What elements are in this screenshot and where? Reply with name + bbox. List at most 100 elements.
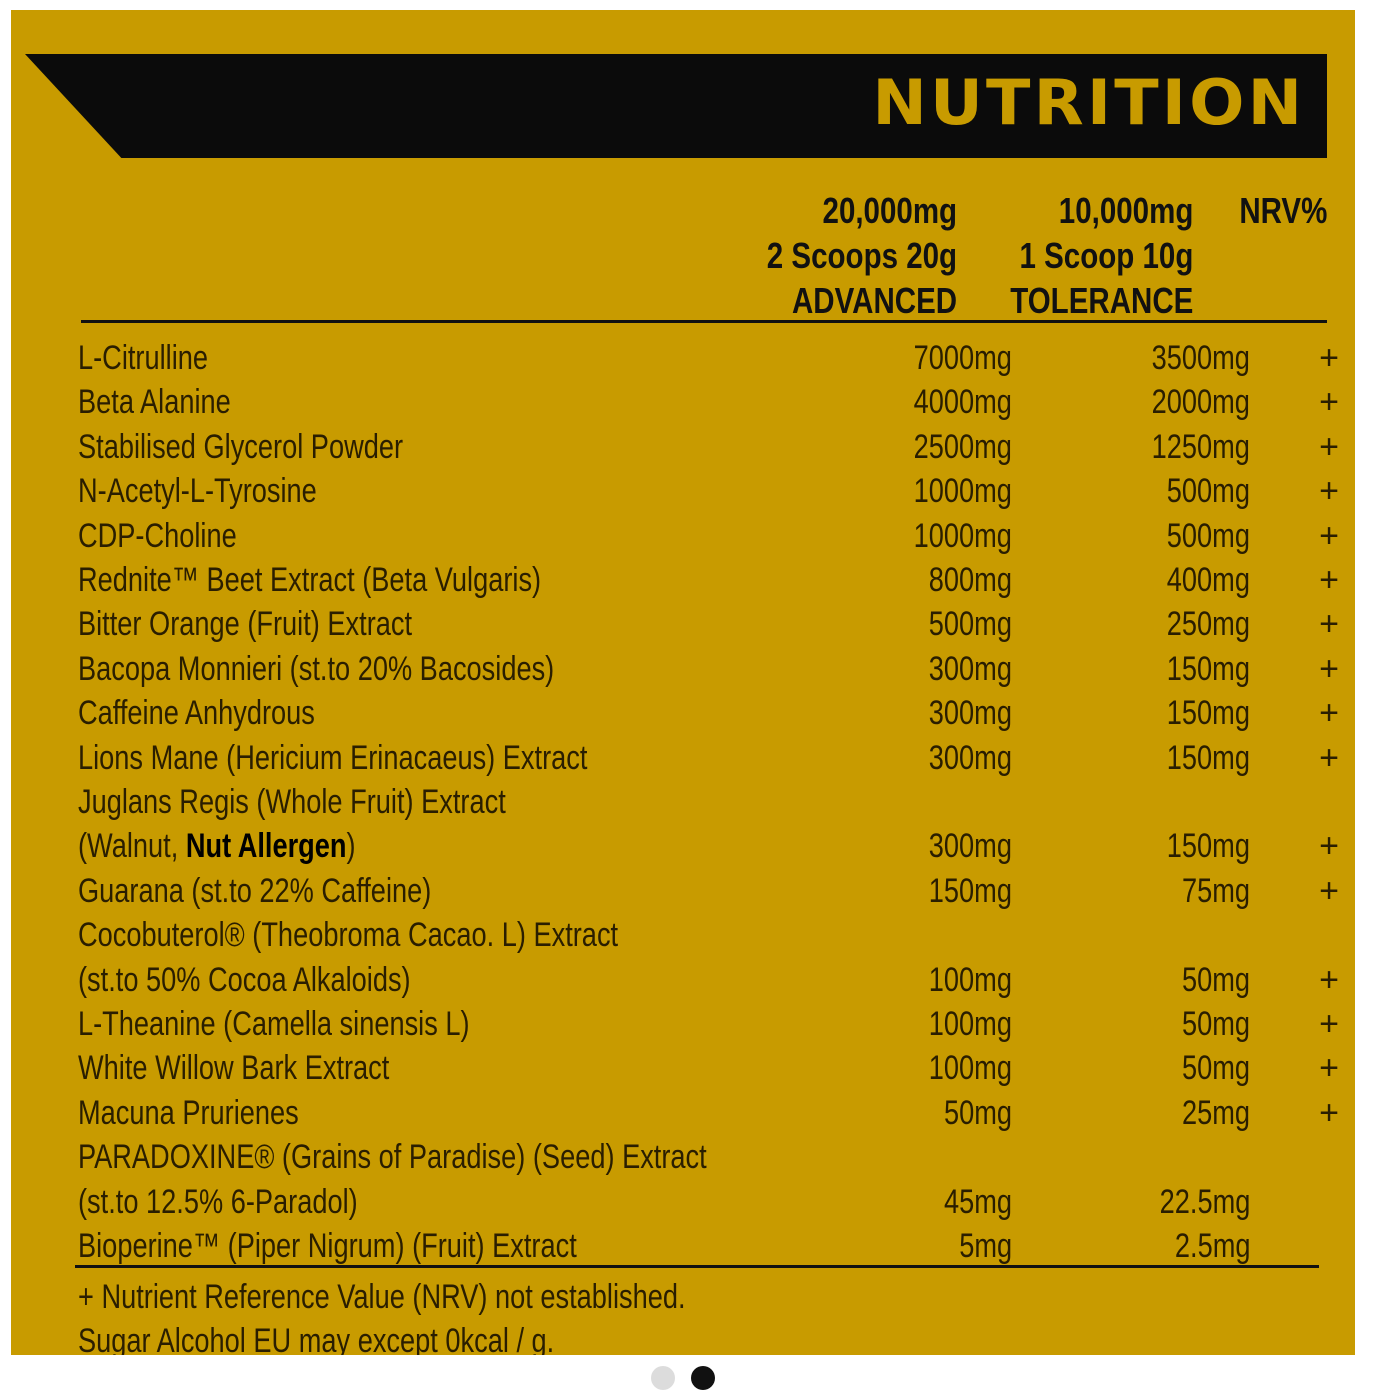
tolerance-amount: 150mg	[1166, 694, 1250, 733]
nrv-value: +	[1319, 871, 1339, 910]
table-row: Bacopa Monnieri (st.to 20% Bacosides) 300…	[78, 647, 1339, 691]
tolerance-amount: 3500mg	[1151, 338, 1250, 377]
advanced-amount: 300mg	[928, 649, 1012, 688]
nrv-value: +	[1319, 516, 1339, 555]
tolerance-amount: 22.5mg	[1159, 1182, 1250, 1221]
ingredient-name: White Willow Bark Extract	[78, 1049, 390, 1088]
tolerance-amount: 250mg	[1166, 605, 1250, 644]
table-row: Bioperine™ (Piper Nigrum) (Fruit) Extrac…	[78, 1224, 1338, 1268]
table-row: Lions Mane (Hericium Erinacaeus) Extract…	[78, 736, 1339, 780]
tolerance-amount: 150mg	[1166, 827, 1250, 866]
nrv-value: +	[1319, 827, 1339, 866]
ingredient-name: Bitter Orange (Fruit) Extract	[78, 605, 413, 644]
ingredient-name: Bacopa Monnieri (st.to 20% Bacosides)	[78, 649, 555, 688]
tolerance-amount: 2.5mg	[1174, 1226, 1250, 1265]
table-row: L-Citrulline 7000mg 3500mg +	[78, 336, 1339, 380]
nrv-value: +	[1319, 338, 1339, 377]
advanced-amount: 7000mg	[913, 338, 1012, 377]
nrv-value: +	[1319, 694, 1339, 733]
ingredient-name: Juglans Regis (Whole Fruit) Extract (Waln…	[78, 783, 506, 866]
tolerance-amount: 400mg	[1166, 560, 1250, 599]
advanced-amount: 800mg	[928, 560, 1012, 599]
advanced-amount: 100mg	[928, 960, 1012, 999]
advanced-amount: 50mg	[943, 1093, 1012, 1132]
advanced-amount: 1000mg	[913, 516, 1012, 555]
ingredient-name: Cocobuterol® (Theobroma Cacao. L) Extrac…	[78, 916, 619, 999]
table-row: N-Acetyl-L-Tyrosine 1000mg 500mg +	[78, 469, 1339, 513]
ingredient-name: Bioperine™ (Piper Nigrum) (Fruit) Extrac…	[78, 1227, 577, 1265]
table-row: Beta Alanine 4000mg 2000mg +	[78, 380, 1339, 424]
ingredient-name: Macuna Prurienes	[78, 1093, 299, 1132]
nrv-value: +	[1319, 1093, 1339, 1132]
ingredient-name: Caffeine Anhydrous	[78, 694, 315, 733]
advanced-amount: 300mg	[928, 827, 1012, 866]
header-divider	[81, 320, 1327, 323]
tolerance-amount: 50mg	[1181, 1049, 1250, 1088]
ingredient-name: Rednite™ Beet Extract (Beta Vulgaris)	[78, 561, 542, 599]
ingredient-name: PARADOXINE® (Grains of Paradise) (Seed) …	[78, 1138, 707, 1221]
advanced-amount: 5mg	[959, 1226, 1012, 1265]
advanced-amount: 500mg	[928, 605, 1012, 644]
table-row: Guarana (st.to 22% Caffeine) 150mg 75mg +	[78, 869, 1339, 913]
ingredient-name: Lions Mane (Hericium Erinacaeus) Extract	[78, 738, 588, 777]
advanced-amount: 4000mg	[913, 383, 1012, 422]
nrv-value: +	[1319, 738, 1339, 777]
advanced-amount: 150mg	[928, 871, 1012, 910]
advanced-amount: 300mg	[928, 694, 1012, 733]
nrv-value: +	[1319, 1049, 1339, 1088]
tolerance-amount: 50mg	[1181, 1004, 1250, 1043]
ingredient-name: Stabilised Glycerol Powder	[78, 427, 404, 466]
ingredient-name: L-Theanine (Camella sinensis L)	[78, 1005, 470, 1043]
advanced-amount: 100mg	[928, 1049, 1012, 1088]
advanced-amount: 45mg	[943, 1182, 1012, 1221]
footnotes: + Nutrient Reference Value (NRV) not est…	[78, 1275, 837, 1355]
allergen-label: Nut Allergen	[185, 827, 347, 866]
ingredient-name: Beta Alanine	[78, 383, 231, 422]
nrv-value: +	[1319, 383, 1339, 422]
table-row: Macuna Prurienes 50mg 25mg +	[78, 1091, 1339, 1135]
page-title: NUTRITION	[872, 66, 1305, 139]
column-header-nrv: NRV%	[1238, 190, 1327, 231]
footnote-sugar-alcohol: Sugar Alcohol EU may except 0kcal / g.	[78, 1322, 555, 1355]
nutrition-panel: NUTRITION 20,000mg 2 Scoops 20g ADVANCED 1…	[11, 10, 1355, 1355]
tolerance-amount: 25mg	[1181, 1093, 1250, 1132]
table-row: Bitter Orange (Fruit) Extract 500mg 250mg +	[78, 602, 1339, 646]
table-row: L-Theanine (Camella sinensis L) 100mg 50mg…	[78, 1002, 1339, 1046]
table-row: Stabilised Glycerol Powder 2500mg 1250mg +	[78, 425, 1339, 469]
column-header-tolerance: 10,000mg 1 Scoop 10g TOLERANCE	[1009, 190, 1193, 321]
ingredient-name: N-Acetyl-L-Tyrosine	[78, 472, 317, 511]
tolerance-amount: 75mg	[1181, 871, 1250, 910]
table-row: Caffeine Anhydrous 300mg 150mg +	[78, 691, 1339, 735]
title-banner	[25, 54, 1327, 158]
table-row: Cocobuterol® (Theobroma Cacao. L) Extrac…	[78, 913, 1339, 1002]
advanced-amount: 300mg	[928, 738, 1012, 777]
table-row: White Willow Bark Extract 100mg 50mg +	[78, 1046, 1339, 1090]
nrv-value: +	[1319, 960, 1339, 999]
table-row: CDP-Choline 1000mg 500mg +	[78, 514, 1339, 558]
footnote-nrv: + Nutrient Reference Value (NRV) not est…	[78, 1278, 686, 1316]
advanced-amount: 1000mg	[913, 472, 1012, 511]
nrv-value: +	[1319, 472, 1339, 511]
footer-divider	[75, 1265, 1319, 1268]
tolerance-amount: 150mg	[1166, 738, 1250, 777]
tolerance-amount: 150mg	[1166, 649, 1250, 688]
advanced-amount: 2500mg	[913, 427, 1012, 466]
carousel-dot-1[interactable]	[651, 1366, 675, 1390]
tolerance-amount: 1250mg	[1151, 427, 1250, 466]
ingredient-name: CDP-Choline	[78, 516, 237, 555]
carousel-dot-2-active[interactable]	[691, 1366, 715, 1390]
column-header-advanced: 20,000mg 2 Scoops 20g ADVANCED	[766, 190, 957, 321]
table-row: Juglans Regis (Whole Fruit) Extract (Waln…	[78, 780, 1339, 869]
advanced-amount: 100mg	[928, 1004, 1012, 1043]
nrv-value: +	[1319, 649, 1339, 688]
tolerance-amount: 2000mg	[1151, 383, 1250, 422]
tolerance-amount: 50mg	[1181, 960, 1250, 999]
table-row: PARADOXINE® (Grains of Paradise) (Seed) …	[78, 1135, 1338, 1224]
tolerance-amount: 500mg	[1166, 472, 1250, 511]
table-row: Rednite™ Beet Extract (Beta Vulgaris) 800…	[78, 558, 1339, 602]
nrv-value: +	[1319, 427, 1339, 466]
nrv-value: +	[1319, 605, 1339, 644]
ingredient-name: L-Citrulline	[78, 339, 208, 377]
nrv-value: +	[1319, 1004, 1339, 1043]
nrv-value: +	[1319, 560, 1339, 599]
